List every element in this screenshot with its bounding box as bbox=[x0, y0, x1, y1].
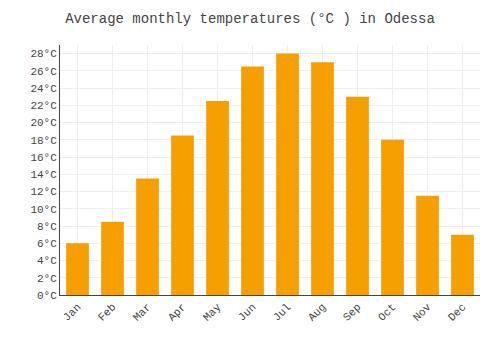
svg-text:10°C: 10°C bbox=[30, 204, 57, 216]
svg-text:16°C: 16°C bbox=[30, 152, 57, 164]
svg-text:Feb: Feb bbox=[96, 301, 118, 323]
svg-text:Average monthly temperatures (: Average monthly temperatures (°C ) in Od… bbox=[65, 11, 435, 27]
svg-text:Jul: Jul bbox=[271, 301, 293, 323]
svg-text:12°C: 12°C bbox=[30, 186, 57, 198]
svg-text:Nov: Nov bbox=[411, 301, 434, 324]
svg-text:Mar: Mar bbox=[131, 301, 153, 323]
svg-text:Apr: Apr bbox=[166, 301, 188, 323]
svg-text:2°C: 2°C bbox=[37, 273, 57, 285]
svg-text:4°C: 4°C bbox=[37, 255, 57, 267]
svg-text:Sep: Sep bbox=[341, 301, 363, 323]
svg-text:28°C: 28°C bbox=[30, 48, 57, 60]
svg-text:20°C: 20°C bbox=[30, 117, 57, 129]
svg-text:14°C: 14°C bbox=[30, 169, 57, 181]
svg-text:26°C: 26°C bbox=[30, 66, 57, 78]
svg-text:Oct: Oct bbox=[376, 301, 398, 323]
svg-text:Jun: Jun bbox=[236, 301, 258, 323]
svg-text:Aug: Aug bbox=[306, 301, 328, 323]
svg-text:24°C: 24°C bbox=[30, 83, 57, 95]
svg-text:22°C: 22°C bbox=[30, 100, 57, 112]
svg-text:Dec: Dec bbox=[446, 301, 468, 323]
svg-text:Jan: Jan bbox=[61, 301, 83, 323]
svg-text:May: May bbox=[201, 301, 224, 324]
svg-text:8°C: 8°C bbox=[37, 221, 57, 233]
svg-text:18°C: 18°C bbox=[30, 135, 57, 147]
svg-text:0°C: 0°C bbox=[37, 290, 57, 302]
svg-text:6°C: 6°C bbox=[37, 238, 57, 250]
